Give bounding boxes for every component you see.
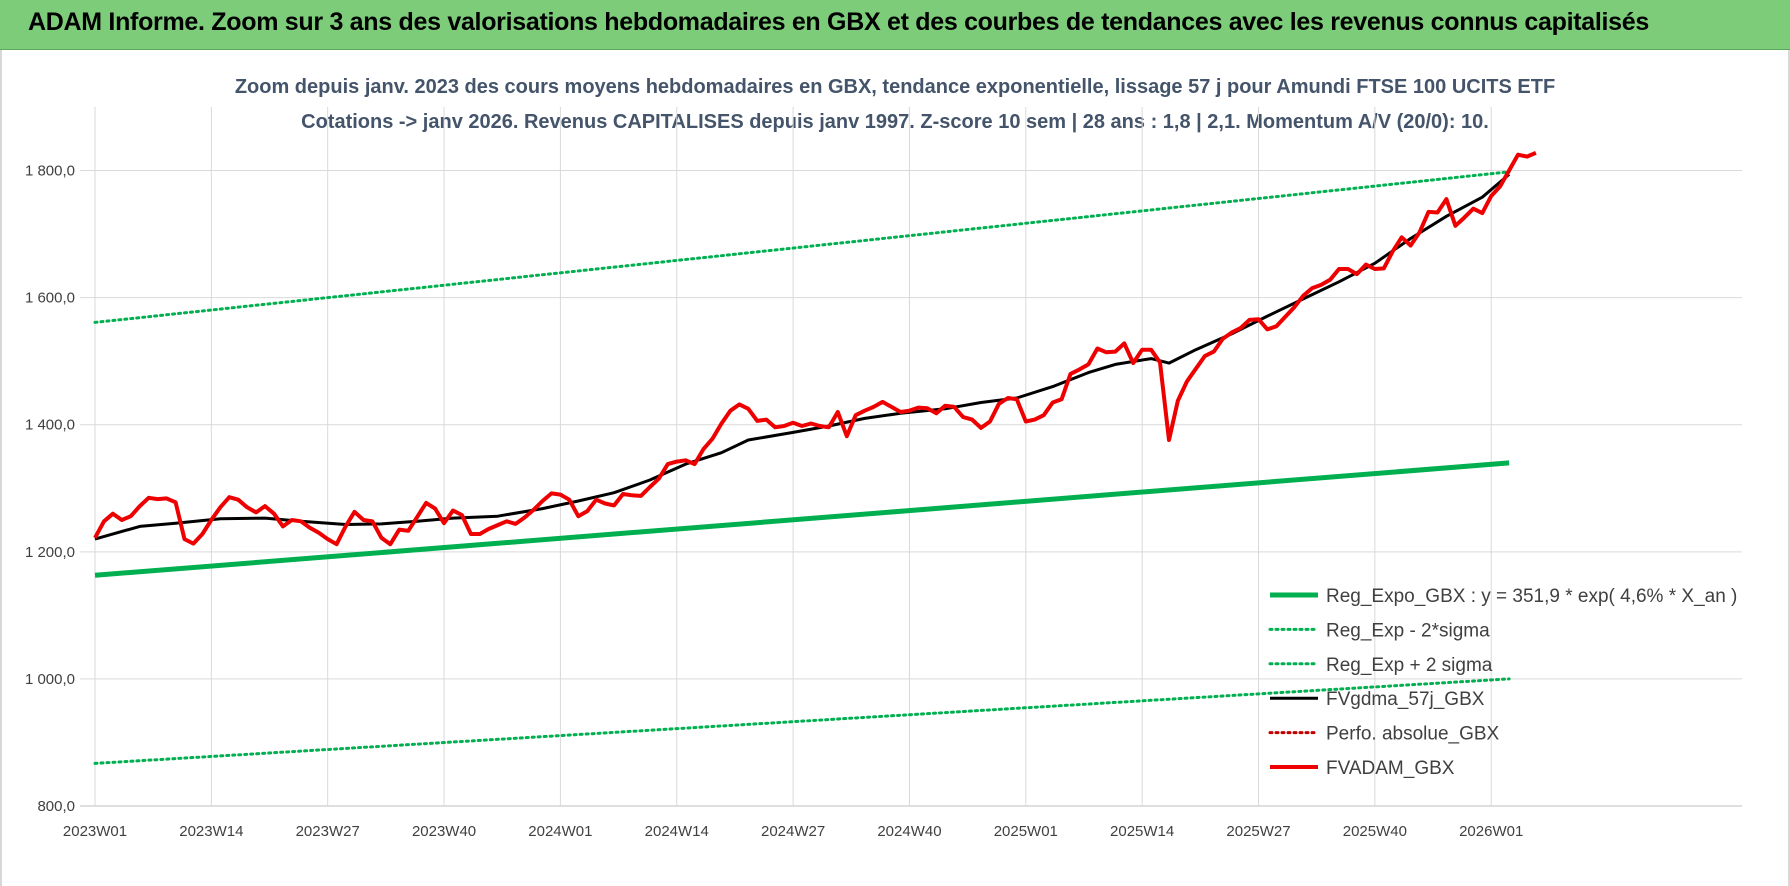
x-tick-label: 2025W01 xyxy=(994,823,1058,840)
legend: Reg_Expo_GBX : y = 351,9 * exp( 4,6% * X… xyxy=(1268,586,1737,779)
gridlines xyxy=(80,107,1742,807)
legend-label: FVgdma_57j_GBX xyxy=(1326,689,1485,710)
legend-label: Reg_Expo_GBX : y = 351,9 * exp( 4,6% * X… xyxy=(1326,586,1737,607)
legend-label: Perfo. absolue_GBX xyxy=(1326,724,1500,745)
y-tick-label: 1 800,0 xyxy=(25,163,75,180)
x-tick-label: 2023W01 xyxy=(63,823,127,840)
y-tick-label: 1 600,0 xyxy=(25,290,75,307)
chart-frame xyxy=(0,50,1790,886)
series-line-0 xyxy=(94,460,1510,578)
chart-title-line-2: Cotations -> janv 2026. Revenus CAPITALI… xyxy=(301,111,1489,133)
y-tick-label: 1 400,0 xyxy=(25,417,75,434)
x-tick-label: 2024W40 xyxy=(877,823,941,840)
series-line-3 xyxy=(94,173,1511,541)
y-tick-label: 800,0 xyxy=(37,798,75,815)
legend-label: FVADAM_GBX xyxy=(1326,758,1455,779)
x-tick-label: 2026W01 xyxy=(1459,823,1523,840)
x-tick-label: 2024W27 xyxy=(761,823,825,840)
series-line-5 xyxy=(93,150,1537,547)
y-axis-tick-labels: 800,0 1 000,0 1 200,0 1 400,0 1 600,0 1 800,0 xyxy=(25,163,75,815)
x-axis-tick-labels: 2023W01 2023W14 2023W27 2023W40 2024W01 2024W… xyxy=(63,823,1523,840)
x-tick-label: 2023W14 xyxy=(179,823,243,840)
report-banner: ADAM Informe. Zoom sur 3 ans des valoris… xyxy=(0,0,1790,50)
legend-label: Reg_Exp + 2 sigma xyxy=(1326,655,1493,676)
x-tick-label: 2023W40 xyxy=(412,823,476,840)
y-tick-label: 1 200,0 xyxy=(25,544,75,561)
series-line-1 xyxy=(93,677,1511,765)
chart-title-line-1: Zoom depuis janv. 2023 des cours moyens … xyxy=(235,76,1555,98)
x-tick-label: 2024W01 xyxy=(528,823,592,840)
y-tick-label: 1 000,0 xyxy=(25,671,75,688)
x-tick-label: 2025W40 xyxy=(1343,823,1407,840)
report-title: ADAM Informe. Zoom sur 3 ans des valoris… xyxy=(28,8,1649,36)
x-tick-label: 2025W14 xyxy=(1110,823,1174,840)
x-tick-label: 2023W27 xyxy=(296,823,360,840)
x-tick-label: 2025W27 xyxy=(1226,823,1290,840)
series-lines xyxy=(93,150,1537,765)
legend-label: Reg_Exp - 2*sigma xyxy=(1326,620,1490,641)
x-tick-label: 2024W14 xyxy=(645,823,709,840)
series-line-2 xyxy=(93,170,1511,324)
